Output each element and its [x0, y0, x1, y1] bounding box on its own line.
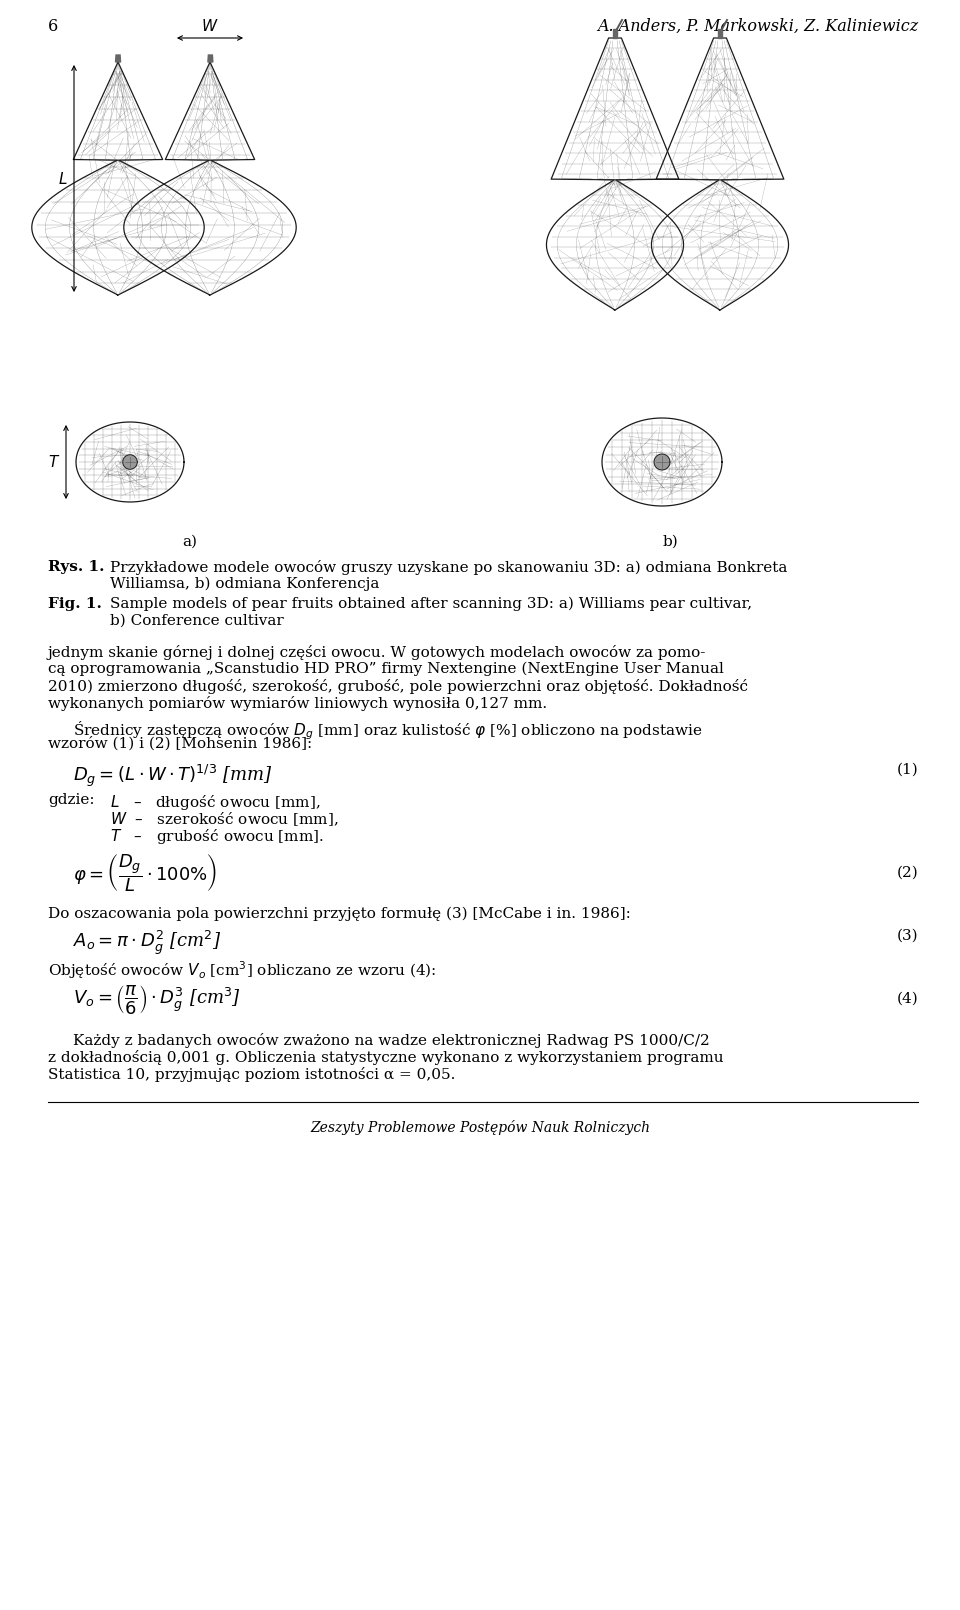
Polygon shape: [652, 39, 788, 311]
Text: A. Anders, P. Markowski, Z. Kaliniewicz: A. Anders, P. Markowski, Z. Kaliniewicz: [597, 18, 918, 35]
Text: $A_o = \pi \cdot D_g^2$ [cm$^2$]: $A_o = \pi \cdot D_g^2$ [cm$^2$]: [73, 929, 222, 958]
Text: b): b): [662, 535, 678, 549]
Polygon shape: [718, 29, 722, 39]
Polygon shape: [208, 55, 213, 63]
Text: wykonanych pomiarów wymiarów liniowych wynosiła 0,127 mm.: wykonanych pomiarów wymiarów liniowych w…: [48, 696, 547, 712]
Text: Zeszyty Problemowe Postępów Nauk Rolniczych: Zeszyty Problemowe Postępów Nauk Rolnicz…: [310, 1121, 650, 1135]
Text: 6: 6: [48, 18, 59, 35]
Text: $T$: $T$: [48, 454, 60, 470]
Polygon shape: [76, 422, 184, 502]
Text: Średnicy zastępczą owoców $D_g$ [mm] oraz kulistość $\varphi$ [%] obliczono na p: Średnicy zastępczą owoców $D_g$ [mm] ora…: [73, 720, 703, 742]
Text: $L$   –   długość owocu [mm],: $L$ – długość owocu [mm],: [110, 794, 321, 811]
Polygon shape: [115, 55, 121, 63]
Text: $W$: $W$: [202, 18, 219, 34]
Text: (2): (2): [897, 866, 918, 881]
Text: a): a): [182, 535, 198, 549]
Text: $V_o = \left(\dfrac{\pi}{6}\right) \cdot D_g^3$ [cm$^3$]: $V_o = \left(\dfrac{\pi}{6}\right) \cdot…: [73, 982, 241, 1016]
Text: $T$   –   grubość owocu [mm].: $T$ – grubość owocu [mm].: [110, 828, 324, 845]
Text: $L$: $L$: [59, 171, 68, 187]
Text: Fig. 1.: Fig. 1.: [48, 597, 102, 612]
Polygon shape: [32, 63, 204, 295]
Text: (4): (4): [897, 992, 918, 1006]
Text: Przykładowe modele owoców gruszy uzyskane po skanowaniu 3D: a) odmiana Bonkreta: Przykładowe modele owoców gruszy uzyskan…: [110, 560, 787, 575]
Text: wzorów (1) i (2) [Mohsenin 1986]:: wzorów (1) i (2) [Mohsenin 1986]:: [48, 736, 312, 750]
Text: jednym skanie górnej i dolnej części owocu. W gotowych modelach owoców za pomo-: jednym skanie górnej i dolnej części owo…: [48, 646, 707, 660]
Text: (3): (3): [897, 929, 918, 943]
Polygon shape: [654, 454, 670, 470]
Polygon shape: [602, 419, 722, 506]
Polygon shape: [613, 29, 617, 39]
Text: z dokładnością 0,001 g. Obliczenia statystyczne wykonano z wykorzystaniem progra: z dokładnością 0,001 g. Obliczenia staty…: [48, 1050, 724, 1064]
Text: 2010) zmierzono długość, szerokość, grubość, pole powierzchni oraz objętość. Dok: 2010) zmierzono długość, szerokość, grub…: [48, 679, 748, 694]
Text: Objętość owoców $V_o$ [cm$^3$] obliczano ze wzoru (4):: Objętość owoców $V_o$ [cm$^3$] obliczano…: [48, 960, 437, 980]
Text: Williamsa, b) odmiana Konferencja: Williamsa, b) odmiana Konferencja: [110, 576, 379, 591]
Text: b) Conference cultivar: b) Conference cultivar: [110, 613, 284, 628]
Text: Statistica 10, przyjmując poziom istotności α = 0,05.: Statistica 10, przyjmując poziom istotno…: [48, 1067, 455, 1082]
Text: Do oszacowania pola powierzchni przyjęto formułę (3) [McCabe i in. 1986]:: Do oszacowania pola powierzchni przyjęto…: [48, 906, 631, 921]
Text: (1): (1): [897, 763, 918, 778]
Text: cą oprogramowania „Scanstudio HD PRO” firmy Nextengine (NextEngine User Manual: cą oprogramowania „Scanstudio HD PRO” fi…: [48, 662, 724, 676]
Polygon shape: [123, 454, 137, 469]
Polygon shape: [546, 39, 684, 311]
Text: gdzie:: gdzie:: [48, 794, 95, 807]
Polygon shape: [124, 63, 297, 295]
Text: $D_g = (L \cdot W \cdot T)^{1/3}$ [mm]: $D_g = (L \cdot W \cdot T)^{1/3}$ [mm]: [73, 763, 273, 789]
Text: Sample models of pear fruits obtained after scanning 3D: a) Williams pear cultiv: Sample models of pear fruits obtained af…: [110, 597, 752, 612]
Text: Każdy z badanych owoców zważono na wadze elektronicznej Radwag PS 1000/C/2: Każdy z badanych owoców zważono na wadze…: [73, 1034, 709, 1048]
Text: Rys. 1.: Rys. 1.: [48, 560, 105, 575]
Text: $W$  –   szerokość owocu [mm],: $W$ – szerokość owocu [mm],: [110, 810, 339, 828]
Text: $\varphi = \left(\dfrac{D_g}{L} \cdot 100\%\right)$: $\varphi = \left(\dfrac{D_g}{L} \cdot 10…: [73, 852, 217, 894]
